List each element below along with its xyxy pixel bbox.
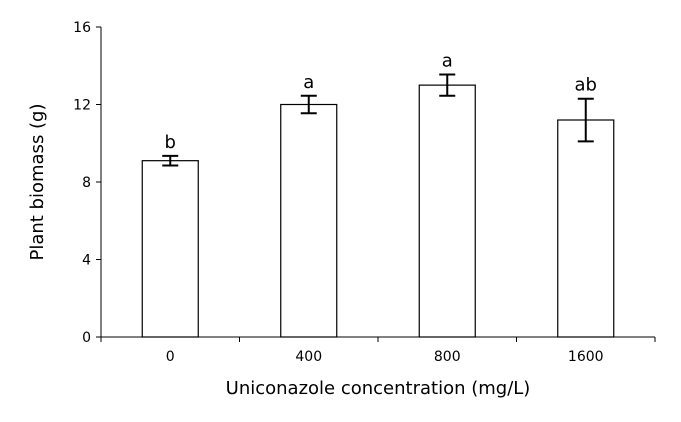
significance-label: b bbox=[165, 132, 176, 153]
x-tick-label: 800 bbox=[434, 349, 461, 365]
bar bbox=[557, 119, 615, 338]
significance-label: a bbox=[303, 72, 314, 93]
y-tick-label: 12 bbox=[73, 98, 91, 114]
x-axis-ticks: 0 400 800 1600 bbox=[100, 337, 656, 365]
x-axis-title: Uniconazole concentration (mg/L) bbox=[226, 378, 531, 399]
bar bbox=[418, 84, 476, 338]
bars-group bbox=[141, 84, 615, 338]
y-tick-label: 0 bbox=[82, 330, 91, 346]
bar bbox=[141, 160, 199, 338]
significance-labels-group: b a a ab bbox=[165, 50, 597, 152]
y-tick-label: 16 bbox=[73, 20, 91, 36]
y-tick-label: 4 bbox=[82, 253, 91, 269]
significance-label: a bbox=[442, 50, 453, 71]
plot-area: 0 4 8 12 16 0 400 800 1600 b a a ab bbox=[73, 20, 656, 365]
y-tick-label: 8 bbox=[82, 175, 91, 191]
significance-label: ab bbox=[575, 75, 597, 96]
bar bbox=[280, 103, 338, 338]
y-axis-ticks: 0 4 8 12 16 bbox=[73, 20, 101, 346]
x-tick-label: 400 bbox=[295, 349, 322, 365]
x-tick-label: 0 bbox=[166, 349, 175, 365]
x-tick-label: 1600 bbox=[568, 349, 604, 365]
y-axis-title: Plant biomass (g) bbox=[27, 103, 48, 260]
error-bars-group bbox=[162, 73, 594, 167]
